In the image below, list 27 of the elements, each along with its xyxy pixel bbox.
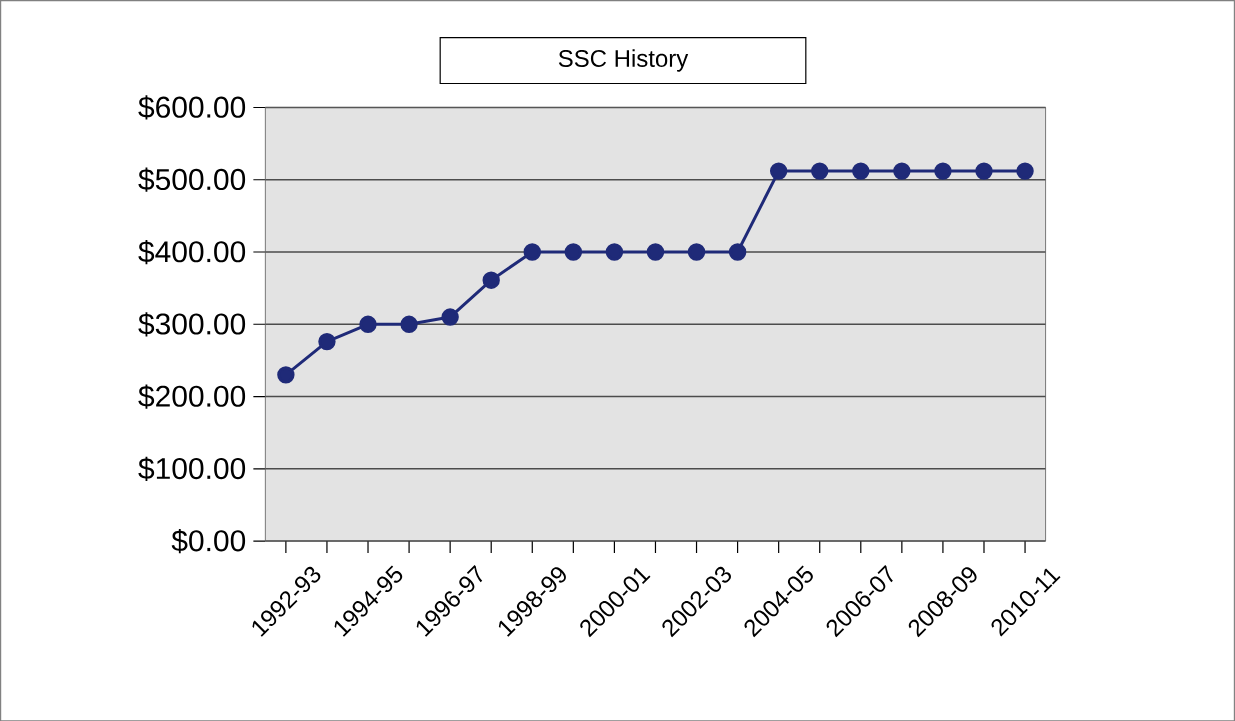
y-tick-label: $300.00 bbox=[138, 311, 246, 337]
y-tick-label: $400.00 bbox=[138, 239, 246, 264]
point bbox=[482, 271, 500, 289]
point bbox=[728, 243, 747, 261]
point bbox=[769, 162, 788, 180]
point bbox=[605, 243, 624, 261]
y-tick-label: $100.00 bbox=[138, 456, 246, 481]
y-tick-label: $200.00 bbox=[138, 384, 246, 409]
point bbox=[893, 162, 911, 180]
point bbox=[934, 162, 952, 180]
point bbox=[646, 243, 665, 261]
y-tick-label: $0.00 bbox=[171, 528, 246, 553]
point bbox=[852, 162, 870, 180]
point bbox=[318, 332, 336, 351]
chart-title: SSC History bbox=[558, 49, 689, 72]
y-tick-label: $600.00 bbox=[138, 95, 246, 120]
point bbox=[441, 308, 459, 326]
y-tick-label: $500.00 bbox=[138, 167, 246, 192]
point bbox=[359, 315, 377, 333]
point bbox=[975, 162, 993, 180]
point bbox=[277, 365, 295, 384]
point bbox=[1016, 162, 1034, 180]
point bbox=[523, 243, 541, 261]
point bbox=[400, 315, 418, 333]
point bbox=[564, 243, 583, 261]
point bbox=[811, 162, 829, 180]
point bbox=[687, 243, 706, 261]
